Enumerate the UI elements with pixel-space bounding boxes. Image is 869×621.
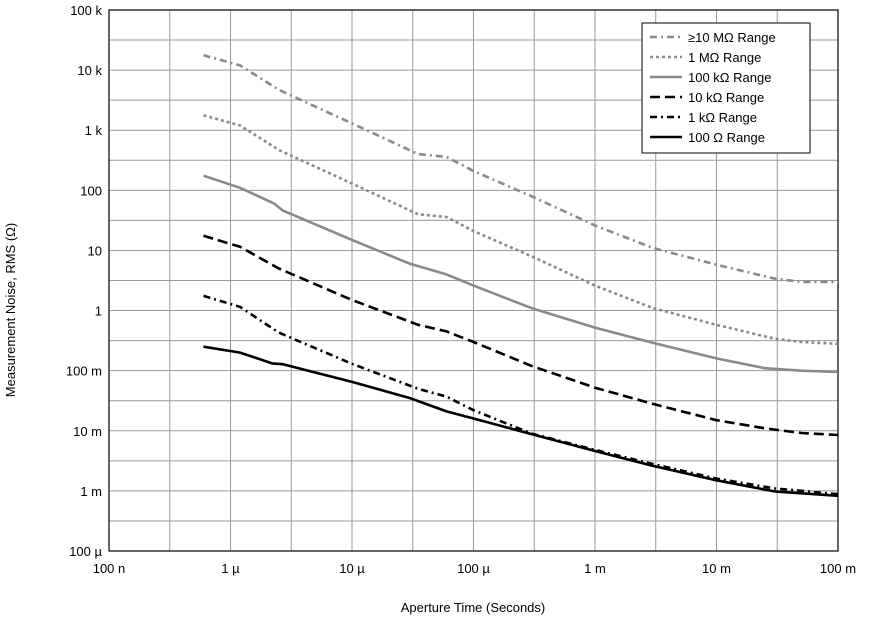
legend-box [641,22,811,154]
y-axis-title: Measurement Noise, RMS (Ω) [3,223,18,397]
y-tick-label: 100 µ [69,544,102,559]
legend-label: 1 MΩ Range [688,50,761,65]
x-tick-label: 100 n [93,561,126,576]
x-tick-label: 100 µ [457,561,490,576]
legend-label: 1 kΩ Range [688,110,757,125]
legend-label: 100 Ω Range [688,130,765,145]
y-tick-label: 1 k [85,123,103,138]
y-tick-label: 1 [95,304,102,319]
y-tick-label: 1 m [80,484,102,499]
y-tick-label: 10 m [73,424,102,439]
y-tick-label: 10 k [77,63,102,78]
series-line [203,174,839,374]
y-tick-label: 100 k [70,3,102,18]
x-tick-label: 1 µ [221,561,240,576]
legend-label: ≥10 MΩ Range [688,30,776,45]
series-line [203,294,839,496]
x-tick-label: 100 m [820,561,856,576]
x-tick-label: 10 µ [339,561,365,576]
plot-area-frame [108,9,839,552]
y-tick-label: 100 m [66,364,102,379]
series-line [203,345,839,498]
x-tick-label: 10 m [702,561,731,576]
legend-label: 100 kΩ Range [688,70,771,85]
y-tick-label: 100 [80,183,102,198]
series-line [203,114,839,346]
legend-label: 10 kΩ Range [688,90,764,105]
legend: ≥10 MΩ Range 1 MΩ Range 100 kΩ Range 10 kΩ … [641,22,811,154]
x-axis-title: Aperture Time (Seconds) [401,600,546,615]
series-lines [203,53,839,498]
series-line [203,53,838,284]
y-tick-label: 10 [88,243,102,258]
series-line [203,234,839,437]
tick-labels: 100 n 1 µ 10 µ 100 µ 1 m 10 m 100 m 100 µ 1 m 10 … [66,3,856,576]
x-tick-label: 1 m [584,561,606,576]
